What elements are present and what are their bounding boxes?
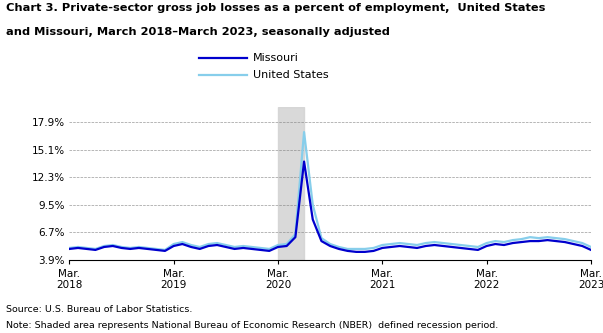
Text: Note: Shaded area represents National Bureau of Economic Research (NBER)  define: Note: Shaded area represents National Bu… xyxy=(6,321,498,330)
Text: Chart 3. Private-sector gross job losses as a percent of employment,  United Sta: Chart 3. Private-sector gross job losses… xyxy=(6,3,545,13)
Text: Missouri: Missouri xyxy=(253,53,299,63)
Bar xyxy=(278,107,304,260)
Text: and Missouri, March 2018–March 2023, seasonally adjusted: and Missouri, March 2018–March 2023, sea… xyxy=(6,27,390,37)
Text: Source: U.S. Bureau of Labor Statistics.: Source: U.S. Bureau of Labor Statistics. xyxy=(6,305,192,314)
Text: United States: United States xyxy=(253,70,329,80)
